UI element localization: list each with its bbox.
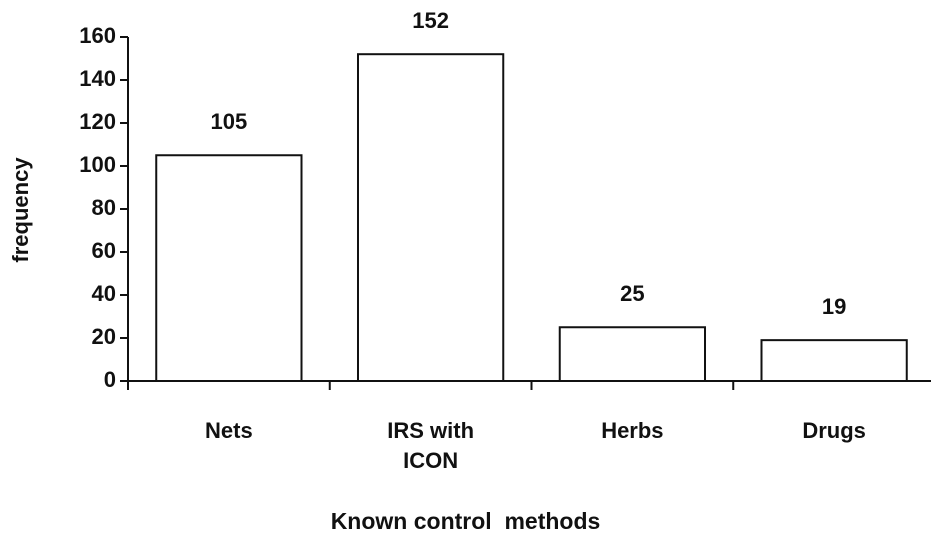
- value-label: 19: [822, 294, 846, 319]
- y-tick-label: 60: [92, 238, 116, 263]
- x-tick-label: Nets: [205, 418, 253, 443]
- bar: [356, 53, 505, 382]
- y-tick-label: 80: [92, 195, 116, 220]
- y-tick-label: 0: [104, 367, 116, 392]
- y-tick-label: 140: [79, 66, 116, 91]
- y-axis-label: frequency: [8, 157, 33, 263]
- y-tick-label: 100: [79, 152, 116, 177]
- y-tick-label: 20: [92, 324, 116, 349]
- y-tick-label: 40: [92, 281, 116, 306]
- bar: [155, 154, 303, 382]
- x-tick-label: IRS with ICON: [387, 418, 475, 473]
- value-label: 152: [412, 8, 449, 33]
- value-label: 25: [620, 281, 644, 306]
- bar: [558, 326, 707, 382]
- x-tick-label: Herbs: [601, 418, 664, 443]
- value-label: 105: [211, 109, 248, 134]
- x-axis-label: Known control methods: [330, 508, 601, 534]
- y-tick-label: 120: [79, 109, 116, 134]
- y-tick-label: 160: [79, 23, 116, 48]
- bar: [760, 339, 908, 382]
- x-tick-label: Drugs: [802, 418, 866, 443]
